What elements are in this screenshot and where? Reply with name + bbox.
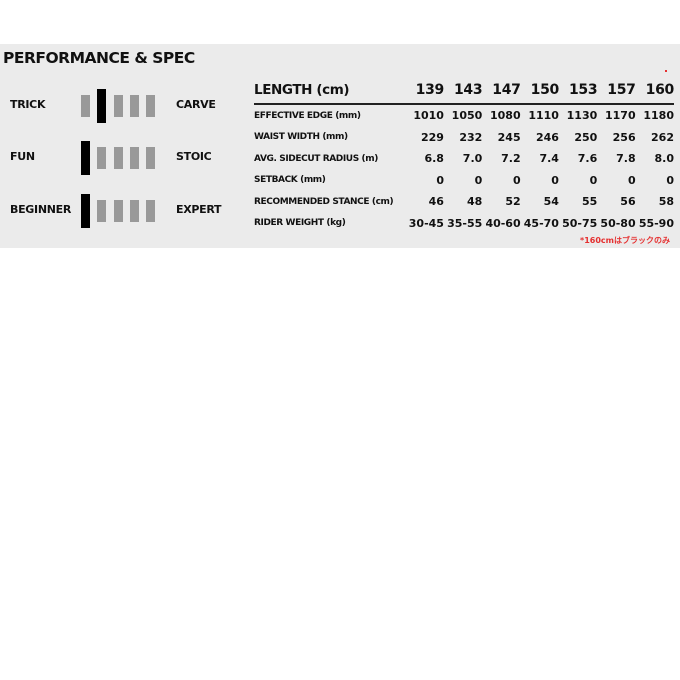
spec-label: RIDER WEIGHT (kg) bbox=[254, 218, 346, 229]
spec-label: WAIST WIDTH (mm) bbox=[254, 132, 348, 143]
scale-segment bbox=[81, 95, 90, 117]
spec-value: 0 bbox=[512, 173, 521, 187]
scale-indicator bbox=[81, 194, 90, 228]
spec-value: 246 bbox=[535, 130, 559, 144]
spec-value: 7.0 bbox=[462, 152, 483, 166]
spec-value: 56 bbox=[620, 195, 636, 209]
spec-value: 35-55 bbox=[447, 216, 483, 230]
scale-segment bbox=[113, 147, 123, 169]
scale-left-label: TRICK bbox=[10, 98, 46, 111]
length-column-header: 150 bbox=[520, 77, 559, 105]
spec-value: 58 bbox=[658, 195, 674, 209]
spec-value: 7.8 bbox=[616, 152, 636, 166]
spec-value: 52 bbox=[505, 195, 521, 209]
scale-right-label: EXPERT bbox=[176, 203, 222, 216]
scale-left-label: FUN bbox=[10, 150, 35, 163]
spec-value: 7.6 bbox=[577, 152, 598, 166]
scale-segment bbox=[129, 200, 139, 222]
spec-value: 0 bbox=[627, 173, 636, 187]
spec-value: 262 bbox=[651, 130, 674, 144]
table-row: EFFECTIVE EDGE (mm) 1010 1050 1080 1110 1130 1… bbox=[254, 104, 674, 127]
spec-value: 6.8 bbox=[424, 152, 444, 166]
table-header: LENGTH (cm) 139 143 147 150 153 157 160 bbox=[254, 77, 674, 105]
scale-segment bbox=[97, 200, 107, 222]
spec-value: 0 bbox=[666, 173, 674, 187]
spec-value: 45-70 bbox=[523, 216, 559, 230]
spec-value: 48 bbox=[466, 195, 483, 209]
color-note: *160cmはブラックのみ bbox=[580, 236, 670, 245]
note-marker bbox=[665, 70, 667, 72]
spec-value: 245 bbox=[497, 130, 521, 144]
table-row: WAIST WIDTH (mm) 229 232 245 246 250 256 262 bbox=[254, 127, 674, 149]
spec-label: SETBACK (mm) bbox=[254, 175, 326, 186]
scale-segment bbox=[146, 200, 156, 222]
spec-value: 46 bbox=[428, 195, 444, 209]
spec-value: 1180 bbox=[643, 109, 674, 123]
spec-value: 250 bbox=[574, 130, 598, 144]
spec-panel: PERFORMANCE & SPEC TRICK CARVE FUN STOIC… bbox=[0, 44, 680, 248]
spec-value: 1080 bbox=[490, 109, 521, 123]
spec-value: 30-45 bbox=[408, 216, 444, 230]
spec-value: 1110 bbox=[528, 109, 559, 123]
spec-value: 54 bbox=[543, 195, 559, 209]
spec-value: 40-60 bbox=[485, 216, 521, 230]
length-label: LENGTH (cm) bbox=[254, 77, 406, 105]
spec-label: EFFECTIVE EDGE (mm) bbox=[254, 110, 361, 121]
length-column-header: 147 bbox=[482, 77, 521, 105]
scale-segment bbox=[146, 95, 156, 117]
scale-bar-group bbox=[81, 140, 161, 176]
scale-bar-group bbox=[81, 88, 161, 124]
spec-value: 1010 bbox=[413, 109, 444, 123]
spec-value: 232 bbox=[459, 130, 483, 144]
spec-value: 50-75 bbox=[562, 216, 598, 230]
scale-segment bbox=[146, 147, 156, 169]
spec-value: 229 bbox=[421, 130, 444, 144]
scale-segment bbox=[97, 147, 107, 169]
spec-value: 0 bbox=[474, 173, 483, 187]
spec-value: 55-90 bbox=[638, 216, 674, 230]
spec-value: 50-80 bbox=[600, 216, 636, 230]
spec-label: RECOMMENDED STANCE (cm) bbox=[254, 196, 394, 207]
spec-value: 1050 bbox=[451, 109, 483, 123]
length-column-header: 157 bbox=[597, 77, 636, 105]
spec-value: 1170 bbox=[604, 109, 636, 123]
scale-indicator bbox=[97, 89, 107, 123]
scale-segment bbox=[129, 147, 139, 169]
scale-right-label: CARVE bbox=[176, 98, 216, 111]
table-row: SETBACK (mm) 0 0 0 0 0 0 0 bbox=[254, 170, 674, 192]
scale-bar-group bbox=[81, 193, 161, 229]
spec-value: 0 bbox=[551, 173, 559, 187]
scale-left-label: BEGINNER bbox=[10, 203, 72, 216]
scale-segment bbox=[129, 95, 139, 117]
scale-segment bbox=[113, 200, 123, 222]
length-column-header: 160 bbox=[635, 77, 674, 105]
scale-segment bbox=[113, 95, 123, 117]
spec-value: 256 bbox=[612, 130, 636, 144]
spec-value: 0 bbox=[436, 173, 444, 187]
spec-table: LENGTH (cm) 139 143 147 150 153 157 160 EFFECTI… bbox=[254, 77, 674, 234]
scale-right-label: STOIC bbox=[176, 150, 212, 163]
section-title: PERFORMANCE & SPEC bbox=[3, 49, 195, 67]
spec-value: 8.0 bbox=[654, 152, 675, 166]
table-row: AVG. SIDECUT RADIUS (m) 6.8 7.0 7.2 7.4 7.6 7.… bbox=[254, 148, 674, 170]
spec-label: AVG. SIDECUT RADIUS (m) bbox=[254, 153, 378, 164]
spec-value: 1130 bbox=[566, 109, 598, 123]
length-column-header: 139 bbox=[405, 77, 444, 105]
spec-value: 7.2 bbox=[501, 152, 521, 166]
spec-value: 0 bbox=[589, 173, 598, 187]
scale-indicator bbox=[81, 141, 90, 175]
spec-value: 7.4 bbox=[539, 152, 559, 166]
table-row: RECOMMENDED STANCE (cm) 46 48 52 54 55 56 58 bbox=[254, 191, 674, 213]
length-column-header: 143 bbox=[443, 77, 483, 105]
spec-value: 55 bbox=[581, 195, 598, 209]
table-row: RIDER WEIGHT (kg) 30-45 35-55 40-60 45-70 50-… bbox=[254, 213, 674, 235]
length-column-header: 153 bbox=[558, 77, 598, 105]
